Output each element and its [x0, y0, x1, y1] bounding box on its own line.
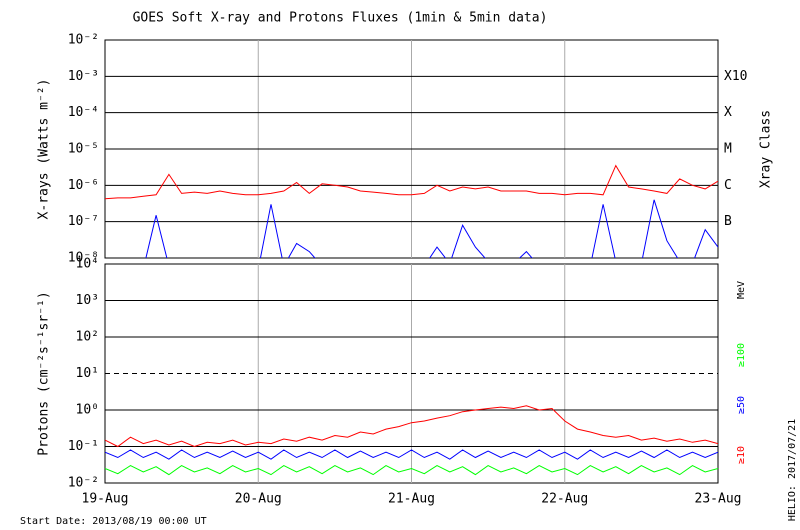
class-label: B	[724, 214, 732, 229]
x-tick-label: 21-Aug	[388, 492, 435, 507]
legend-entry: ≥10	[736, 446, 747, 464]
legend-entry: ≥100	[736, 343, 747, 367]
y-axis-label: X-rays (Watts m⁻²)	[37, 79, 52, 220]
y-tick-label: 10⁻¹	[68, 439, 99, 454]
x-tick-label: 22-Aug	[541, 492, 588, 507]
class-axis-label: Xray Class	[759, 110, 774, 188]
y-axis-label: Protons (cm⁻²s⁻¹sr⁻¹)	[37, 291, 52, 455]
y-tick-label: 10⁻⁷	[68, 214, 99, 229]
y-tick-label: 10⁻⁸	[68, 251, 99, 266]
data-line	[105, 164, 718, 200]
series-group	[105, 164, 718, 258]
legend-unit: MeV	[736, 281, 747, 299]
class-label: M	[724, 142, 732, 157]
class-label: X10	[724, 69, 747, 84]
data-line	[105, 465, 718, 476]
data-line	[105, 405, 718, 448]
y-tick-label: 10¹	[76, 366, 99, 381]
y-tick-label: 10⁻⁴	[68, 105, 99, 120]
credit: HELIO: 2017/07/21	[787, 419, 798, 521]
y-tick-label: 10⁻²	[68, 476, 99, 491]
y-tick-label: 10⁻⁶	[68, 178, 99, 193]
class-label: X	[724, 105, 732, 120]
start-date: Start Date: 2013/08/19 00:00 UT	[20, 516, 207, 527]
x-tick-label: 23-Aug	[695, 492, 742, 507]
y-tick-label: 10⁻²	[68, 33, 99, 48]
legend-entry: ≥50	[736, 396, 747, 414]
y-tick-label: 10³	[76, 293, 99, 308]
class-label: C	[724, 178, 732, 193]
y-tick-label: 10⁻³	[68, 69, 99, 84]
x-tick-label: 20-Aug	[235, 492, 282, 507]
y-tick-label: 10⁰	[76, 403, 99, 418]
y-tick-label: 10²	[76, 330, 99, 345]
y-tick-label: 10⁴	[76, 257, 99, 272]
series-group	[105, 405, 718, 476]
data-line	[105, 449, 718, 460]
y-tick-label: 10⁻⁵	[68, 142, 99, 157]
chart-title: GOES Soft X-ray and Protons Fluxes (1min…	[133, 11, 548, 26]
x-tick-label: 19-Aug	[82, 492, 129, 507]
